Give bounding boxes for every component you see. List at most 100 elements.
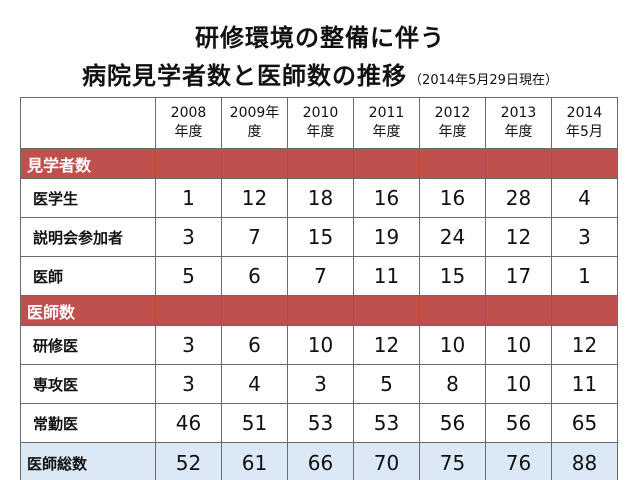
section-title: 見学者数 — [20, 148, 156, 179]
value-cell: 16 — [353, 178, 420, 218]
section-blank-cell — [485, 148, 552, 179]
value-cell: 24 — [419, 217, 486, 257]
section-blank-cell — [353, 148, 420, 179]
value-cell: 3 — [155, 217, 222, 257]
value-cell: 17 — [485, 256, 552, 296]
row-label: 常勤医 — [20, 403, 156, 443]
header-year-suffix: 年度 — [306, 124, 335, 140]
total-doctors-row: 医師総数 52 61 66 70 75 76 88 — [20, 442, 618, 480]
header-corner-cell — [20, 97, 156, 149]
header-year-cell: 2009年度 — [221, 97, 288, 149]
value-cell: 56 — [485, 403, 552, 443]
value-cell: 12 — [353, 325, 420, 365]
value-cell: 51 — [221, 403, 288, 443]
value-cell: 7 — [287, 256, 354, 296]
value-cell: 3 — [551, 217, 618, 257]
section-blank-cell — [155, 295, 222, 326]
section-header-doctors: 医師数 — [20, 295, 618, 326]
value-cell: 11 — [551, 364, 618, 404]
value-cell: 1 — [155, 178, 222, 218]
value-cell: 10 — [419, 325, 486, 365]
header-year-text: 2014 — [566, 105, 603, 121]
value-cell: 7 — [221, 217, 288, 257]
table-row: 研修医 3 6 10 12 10 10 12 — [20, 325, 618, 365]
table-row: 常勤医 46 51 53 53 56 56 65 — [20, 403, 618, 443]
value-cell: 28 — [485, 178, 552, 218]
value-cell: 12 — [485, 217, 552, 257]
header-year-suffix: 年度 — [174, 124, 203, 140]
value-cell: 4 — [551, 178, 618, 218]
value-cell: 6 — [221, 256, 288, 296]
row-label: 専攻医 — [20, 364, 156, 404]
title-main-text: 病院見学者数と医師数の推移 — [82, 62, 408, 90]
statistics-table: 2008 年度 2009年度 2010 年度 2011 年度 2012 年度 2013 年… — [20, 97, 618, 480]
value-cell: 12 — [221, 178, 288, 218]
value-cell: 11 — [353, 256, 420, 296]
header-year-cell: 2013 年度 — [485, 97, 552, 149]
year-header-row: 2008 年度 2009年度 2010 年度 2011 年度 2012 年度 2013 年… — [20, 97, 618, 149]
value-cell: 53 — [287, 403, 354, 443]
header-year-text: 2011 — [368, 105, 405, 121]
row-label: 医学生 — [20, 178, 156, 218]
value-cell: 5 — [353, 364, 420, 404]
section-blank-cell — [287, 148, 354, 179]
section-blank-cell — [155, 148, 222, 179]
section-blank-cell — [221, 295, 288, 326]
total-value-cell: 88 — [551, 442, 618, 480]
total-label: 医師総数 — [20, 442, 156, 480]
value-cell: 8 — [419, 364, 486, 404]
table-row: 医学生 1 12 18 16 16 28 4 — [20, 178, 618, 218]
value-cell: 16 — [419, 178, 486, 218]
title-line-1: 研修環境の整備に伴う — [195, 24, 445, 52]
value-cell: 46 — [155, 403, 222, 443]
value-cell: 3 — [155, 325, 222, 365]
total-value-cell: 76 — [485, 442, 552, 480]
row-label: 説明会参加者 — [20, 217, 156, 257]
value-cell: 3 — [155, 364, 222, 404]
value-cell: 12 — [551, 325, 618, 365]
row-label: 研修医 — [20, 325, 156, 365]
section-blank-cell — [353, 295, 420, 326]
table-row: 説明会参加者 3 7 15 19 24 12 3 — [20, 217, 618, 257]
table-row: 医師 5 6 7 11 15 17 1 — [20, 256, 618, 296]
header-year-suffix: 年5月 — [566, 124, 603, 140]
value-cell: 53 — [353, 403, 420, 443]
total-value-cell: 61 — [221, 442, 288, 480]
value-cell: 6 — [221, 325, 288, 365]
header-year-cell: 2010 年度 — [287, 97, 354, 149]
header-year-suffix: 年度 — [372, 124, 401, 140]
row-label: 医師 — [20, 256, 156, 296]
header-year-text: 2008 — [170, 105, 207, 121]
section-blank-cell — [419, 295, 486, 326]
value-cell: 1 — [551, 256, 618, 296]
section-title: 医師数 — [20, 295, 156, 326]
header-year-suffix: 年度 — [504, 124, 533, 140]
header-year-cell: 2012 年度 — [419, 97, 486, 149]
total-value-cell: 75 — [419, 442, 486, 480]
value-cell: 56 — [419, 403, 486, 443]
header-year-cell: 2014 年5月 — [551, 97, 618, 149]
section-header-visitors: 見学者数 — [20, 148, 618, 179]
header-year-text: 2012 — [434, 105, 471, 121]
section-blank-cell — [419, 148, 486, 179]
header-year-cell: 2011 年度 — [353, 97, 420, 149]
total-value-cell: 66 — [287, 442, 354, 480]
header-year-text: 2010 — [302, 105, 339, 121]
header-year-suffix: 年度 — [438, 124, 467, 140]
section-blank-cell — [551, 148, 618, 179]
total-value-cell: 52 — [155, 442, 222, 480]
section-blank-cell — [287, 295, 354, 326]
header-year-cell: 2008 年度 — [155, 97, 222, 149]
value-cell: 10 — [485, 364, 552, 404]
header-year-suffix: 度 — [247, 124, 262, 140]
section-blank-cell — [221, 148, 288, 179]
value-cell: 10 — [287, 325, 354, 365]
header-year-text: 2009年 — [229, 105, 280, 121]
title-date-note: （2014年5月29日現在） — [409, 73, 558, 88]
value-cell: 18 — [287, 178, 354, 218]
value-cell: 10 — [485, 325, 552, 365]
section-blank-cell — [485, 295, 552, 326]
value-cell: 3 — [287, 364, 354, 404]
value-cell: 15 — [287, 217, 354, 257]
